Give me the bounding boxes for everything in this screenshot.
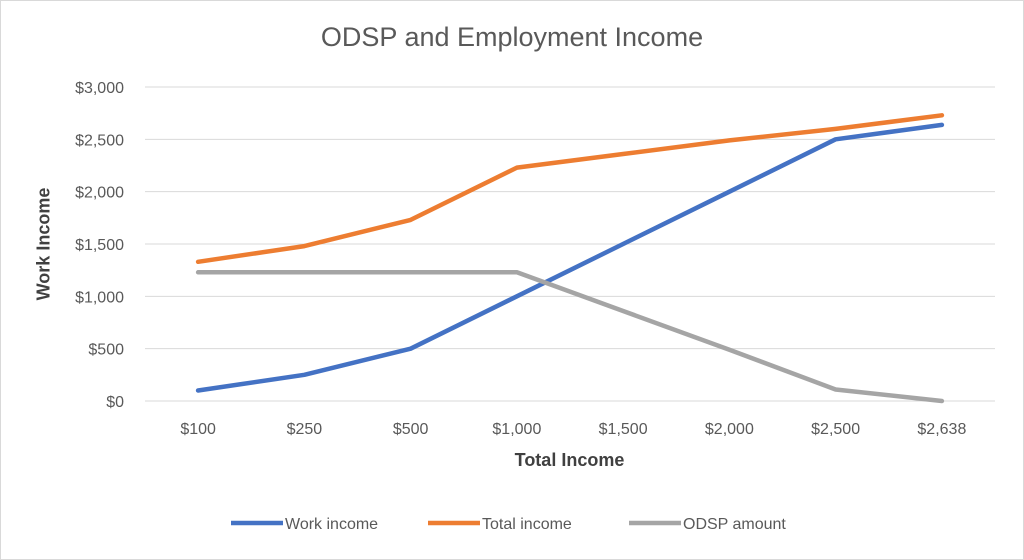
- x-tick-label: $500: [393, 421, 429, 438]
- y-tick-label: $1,000: [75, 289, 124, 306]
- series-line-total-income: [195, 113, 945, 265]
- legend-label-total-income: Total income: [482, 516, 572, 533]
- series-lines: [195, 113, 945, 404]
- series-line-work-income: [195, 122, 945, 393]
- x-tick-label: $100: [180, 421, 216, 438]
- y-tick-label: $2,000: [75, 185, 124, 202]
- series-line-odsp-amount: [195, 270, 945, 404]
- legend-label-work-income: Work income: [285, 516, 378, 533]
- x-tick-label: $2,500: [811, 421, 860, 438]
- y-tick-label: $3,000: [75, 80, 124, 97]
- x-tick-label: $1,000: [492, 421, 541, 438]
- y-tick-label: $500: [88, 342, 124, 359]
- x-tick-labels: $100 $250 $500 $1,000 $1,500 $2,000 $2,500 $2,6…: [180, 421, 966, 438]
- y-tick-labels: $0 $500 $1,000 $1,500 $2,000 $2,500 $3,000: [75, 80, 124, 411]
- legend: Work income Total income ODSP amount: [231, 516, 786, 533]
- y-tick-label: $0: [106, 394, 124, 411]
- x-tick-label: $2,000: [705, 421, 754, 438]
- x-tick-label: $1,500: [599, 421, 648, 438]
- y-tick-label: $2,500: [75, 132, 124, 149]
- x-axis-label: Total Income: [514, 450, 625, 470]
- legend-label-odsp-amount: ODSP amount: [683, 516, 786, 533]
- x-tick-label: $2,638: [917, 421, 966, 438]
- gridlines: [145, 86, 995, 402]
- y-tick-label: $1,500: [75, 237, 124, 254]
- x-tick-label: $250: [287, 421, 323, 438]
- chart-title: ODSP and Employment Income: [320, 22, 704, 52]
